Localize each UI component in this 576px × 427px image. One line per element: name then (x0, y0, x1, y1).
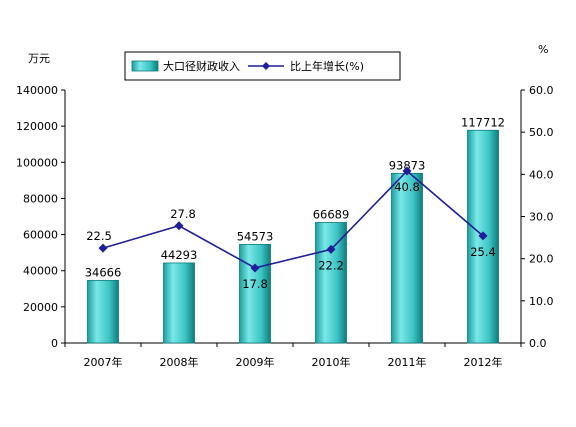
growth-value-label-2012: 25.4 (470, 245, 496, 259)
bar-value-label-2008: 44293 (161, 248, 198, 262)
left-tick-label: 20000 (23, 301, 58, 314)
bar-value-label-2007: 34666 (85, 265, 122, 279)
growth-point-2007 (98, 243, 108, 253)
legend-bar-swatch (131, 60, 159, 72)
x-tick-label-2008: 2008年 (160, 355, 199, 369)
legend-line-label: 比上年增长(%) (290, 59, 364, 73)
bar-2007 (87, 279, 119, 344)
growth-value-label-2009: 17.8 (242, 277, 268, 291)
bar-value-label-2011: 93873 (389, 158, 426, 172)
bar-2011 (391, 172, 423, 344)
left-tick-label: 40000 (23, 265, 58, 278)
left-tick-label: 0 (51, 337, 58, 350)
bar-2008 (163, 262, 195, 344)
left-tick-label: 80000 (23, 192, 58, 205)
legend-line-marker (262, 62, 270, 70)
x-tick-label-2007: 2007年 (84, 355, 123, 369)
right-tick-label: 20.0 (529, 253, 554, 266)
right-tick-label: 40.0 (529, 168, 554, 181)
x-tick-label-2010: 2010年 (312, 355, 351, 369)
left-axis-unit-label: 万元 (28, 52, 50, 65)
growth-value-label-2008: 27.8 (170, 207, 196, 221)
x-tick-label-2011: 2011年 (388, 355, 427, 369)
growth-point-2011 (402, 166, 412, 176)
bar-value-label-2010: 66689 (313, 207, 350, 221)
plot-area: 0 20000 40000 60000 80000 100000 120000 140000 0… (16, 84, 554, 369)
bar-2010 (315, 222, 347, 344)
left-tick-label: 60000 (23, 229, 58, 242)
bar-value-label-2009: 54573 (237, 229, 274, 243)
right-tick-label: 50.0 (529, 126, 554, 139)
left-tick-label: 140000 (16, 84, 58, 97)
left-tick-label: 100000 (16, 156, 58, 169)
right-tick-label: 60.0 (529, 84, 554, 97)
right-tick-label: 30.0 (529, 211, 554, 224)
growth-point-2012 (478, 231, 488, 241)
right-tick-label: 10.0 (529, 295, 554, 308)
growth-point-2009 (250, 263, 260, 273)
left-tick-label: 120000 (16, 120, 58, 133)
right-axis-unit-label: % (538, 43, 548, 56)
x-tick-label-2012: 2012年 (464, 355, 503, 369)
growth-value-label-2007: 22.5 (86, 229, 112, 243)
growth-value-label-2011: 40.8 (394, 180, 420, 194)
growth-rate-line (102, 169, 484, 269)
legend: 大口径财政收入 比上年增长(%) (124, 51, 401, 81)
x-tick-label-2009: 2009年 (236, 355, 275, 369)
right-tick-label: 0.0 (529, 337, 547, 350)
bar-value-label-2012: 117712 (461, 115, 505, 129)
growth-point-2010 (326, 244, 336, 254)
growth-value-label-2010: 22.2 (318, 258, 344, 272)
bar-2009 (239, 243, 271, 344)
growth-point-2008 (174, 221, 184, 231)
legend-bar-label: 大口径财政收入 (163, 59, 240, 73)
